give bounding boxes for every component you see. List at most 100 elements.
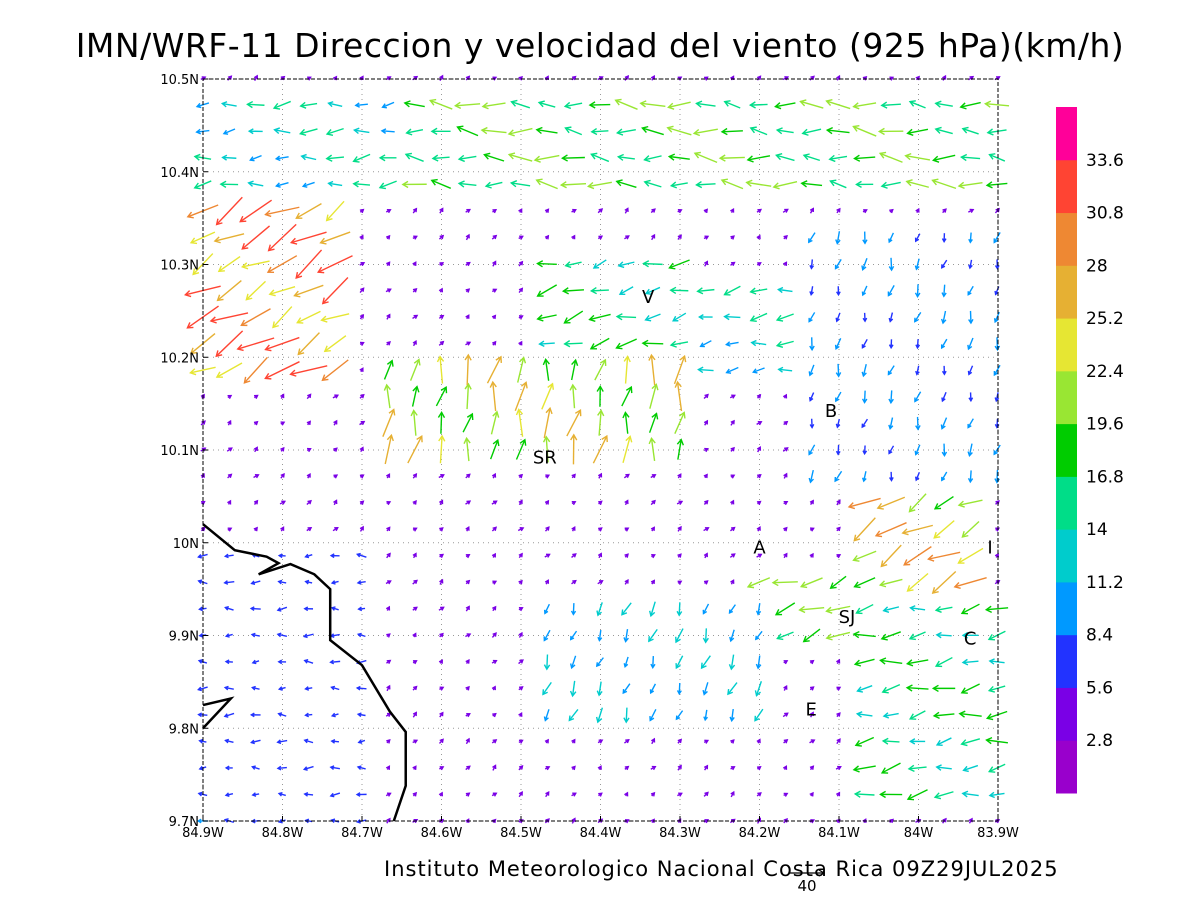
wind-arrow xyxy=(356,632,366,638)
wind-arrow xyxy=(729,526,736,532)
wind-arrow xyxy=(561,154,585,162)
wind-arrow xyxy=(596,384,604,407)
wind-arrow xyxy=(354,102,368,108)
wind-arrow xyxy=(967,365,974,376)
wind-arrow xyxy=(276,632,288,638)
wind-arrow xyxy=(253,526,258,532)
wind-arrow xyxy=(251,685,260,691)
wind-arrow xyxy=(436,355,445,384)
wind-arrow xyxy=(543,654,551,671)
wind-arrow xyxy=(994,259,1000,270)
wind-arrow xyxy=(224,792,234,798)
wind-arrow xyxy=(480,126,507,135)
colorbar-swatch xyxy=(1056,265,1077,319)
wind-arrow xyxy=(537,100,556,108)
wind-arrow xyxy=(906,572,929,592)
x-tick-label: 84W xyxy=(904,826,934,841)
wind-arrow xyxy=(302,765,314,771)
wind-arrow xyxy=(464,382,472,410)
wind-arrow xyxy=(835,231,841,245)
wind-arrow xyxy=(772,181,798,190)
wind-arrow xyxy=(888,339,894,350)
wind-arrow xyxy=(280,393,285,399)
wind-arrow xyxy=(215,362,243,378)
wind-arrow xyxy=(359,420,366,426)
wind-arrow xyxy=(570,433,578,465)
wind-arrow xyxy=(492,580,498,585)
wind-arrow xyxy=(332,526,339,532)
wind-arrow xyxy=(357,739,366,744)
wind-arrow xyxy=(592,259,607,269)
colorbar-label: 30.8 xyxy=(1086,204,1124,224)
wind-arrow xyxy=(491,288,498,293)
wind-arrow xyxy=(887,285,895,297)
wind-arrow xyxy=(359,287,365,294)
wind-arrow xyxy=(597,235,604,240)
wind-arrow xyxy=(596,681,603,697)
wind-arrow xyxy=(227,419,232,426)
wind-arrow xyxy=(517,527,525,532)
wind-arrow xyxy=(927,551,961,562)
wind-arrow xyxy=(327,101,343,108)
wind-arrow xyxy=(621,385,633,407)
wind-arrow xyxy=(518,315,524,320)
wind-arrow xyxy=(677,209,683,214)
wind-arrow xyxy=(941,443,948,458)
wind-arrow xyxy=(428,98,453,110)
wind-arrow xyxy=(245,280,266,301)
wind-arrow xyxy=(783,684,788,691)
wind-arrow xyxy=(983,100,1010,108)
wind-arrow xyxy=(536,314,557,322)
wind-arrow xyxy=(754,708,764,722)
wind-arrow xyxy=(914,312,922,323)
wind-arrow xyxy=(621,602,632,616)
wind-arrow xyxy=(853,517,876,542)
wind-arrow xyxy=(409,358,421,381)
wind-arrow xyxy=(729,708,735,723)
wind-arrow xyxy=(223,580,235,585)
wind-arrow xyxy=(412,791,418,797)
wind-arrow xyxy=(405,128,424,136)
wind-arrow xyxy=(985,181,1008,189)
chart-title: IMN/WRF-11 Direccion y velocidad del vie… xyxy=(75,26,1125,65)
wind-arrow xyxy=(545,791,550,798)
wind-arrow xyxy=(648,412,659,433)
wind-arrow xyxy=(723,285,741,296)
wind-arrow xyxy=(746,155,771,163)
wind-arrow xyxy=(756,473,762,479)
wind-arrow xyxy=(492,260,497,267)
wind-arrow xyxy=(882,606,900,613)
wind-arrow xyxy=(723,313,741,321)
wind-arrow xyxy=(320,313,350,323)
wind-arrow xyxy=(385,712,392,718)
colorbar-swatch xyxy=(1056,370,1077,425)
wind-arrow xyxy=(808,312,816,323)
wind-arrow xyxy=(623,707,630,724)
wind-arrow xyxy=(465,633,472,638)
wind-arrow xyxy=(378,180,397,190)
wind-arrow xyxy=(412,207,418,214)
wind-arrow xyxy=(223,685,234,691)
wind-arrow xyxy=(222,128,236,135)
wind-arrow xyxy=(809,765,815,771)
wind-arrow xyxy=(329,792,341,798)
wind-arrow xyxy=(650,656,656,669)
wind-arrow xyxy=(439,766,445,771)
wind-arrow xyxy=(749,312,768,322)
wind-arrow xyxy=(825,605,851,614)
wind-arrow xyxy=(276,739,288,745)
wind-arrow xyxy=(809,259,815,270)
wind-arrow xyxy=(836,526,841,532)
wind-arrow xyxy=(703,260,709,267)
wind-arrow xyxy=(862,231,868,245)
wind-arrow xyxy=(799,99,824,109)
wind-arrow xyxy=(993,232,1001,244)
wind-arrow xyxy=(357,606,366,612)
wind-arrow xyxy=(941,391,947,403)
colorbar-label: 28 xyxy=(1086,256,1108,276)
wind-arrow xyxy=(915,75,920,81)
wind-arrow xyxy=(676,602,683,617)
wind-arrow xyxy=(880,181,901,189)
wind-arrow xyxy=(355,685,367,691)
wind-arrow xyxy=(825,126,850,135)
